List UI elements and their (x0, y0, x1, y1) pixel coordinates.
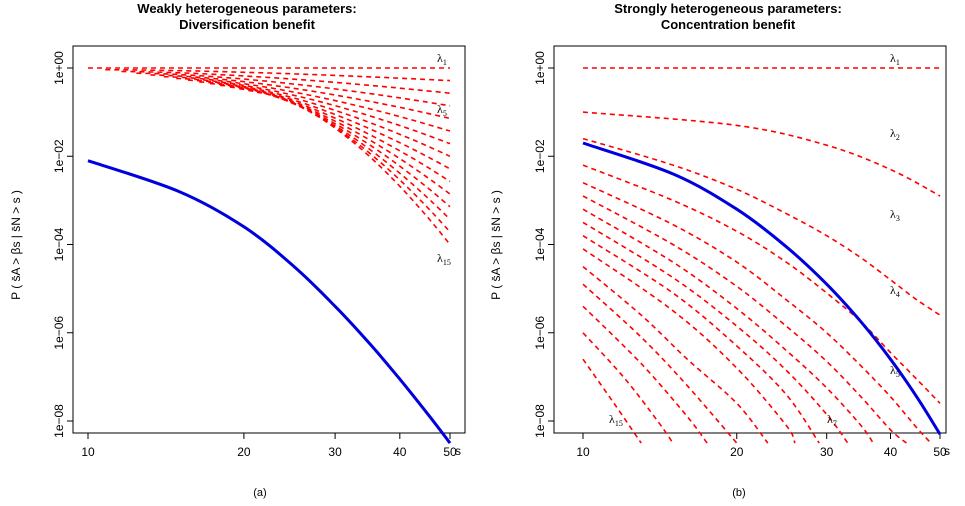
panel-b-x-axis-label: s (944, 444, 950, 458)
dashed-curve (176, 77, 451, 145)
curve-label: λ3 (890, 207, 900, 223)
x-tick-label: 10 (576, 445, 590, 459)
curve-label: λ2 (890, 126, 900, 142)
panel-b: Strongly heterogeneous parameters: Conce… (489, 1, 950, 499)
curve-label: λ5 (437, 102, 447, 118)
dashed-curve (582, 358, 642, 444)
panel-b-solid-series (582, 141, 942, 435)
solid-curve (582, 141, 942, 435)
panel-b-y-ticks: 1e+00 1e−02 1e−04 1e−06 1e−08 (533, 51, 555, 438)
panel-a-y-axis-label: P ( s̄A > βs | s̄N > s ) (9, 190, 23, 300)
x-tick-label: 50 (933, 445, 947, 459)
y-tick-label: 1e−06 (52, 316, 66, 350)
dashed-curve (582, 305, 708, 444)
dashed-curve (582, 195, 908, 444)
dashed-curve (187, 79, 451, 158)
y-tick-label: 1e+00 (52, 51, 66, 85)
dashed-curve (582, 283, 738, 444)
dashed-curve (105, 68, 451, 82)
curve-label: λ15 (609, 412, 623, 428)
x-tick-label: 30 (820, 445, 834, 459)
solid-curve (87, 159, 452, 445)
dashed-curve (582, 181, 932, 444)
x-tick-label: 10 (81, 445, 95, 459)
y-tick-label: 1e−08 (52, 404, 66, 438)
y-tick-label: 1e−04 (52, 227, 66, 261)
curve-label: λ15 (437, 251, 451, 267)
curve-label: λ4 (890, 283, 900, 299)
curve-label: λ1 (890, 51, 900, 67)
x-tick-label: 20 (237, 445, 251, 459)
panel-a-x-ticks: 10 20 30 40 50 (81, 432, 457, 459)
dashed-curve (248, 89, 451, 233)
x-tick-label: 30 (328, 445, 342, 459)
panel-a-plot-frame (72, 45, 466, 434)
curve-label: λ1 (437, 51, 447, 67)
dashed-curve (582, 208, 874, 444)
dashed-curve (163, 75, 451, 132)
panel-b-y-axis-label: P ( s̄A > βs | s̄N > s ) (489, 190, 503, 300)
dashed-curve (582, 221, 849, 444)
panel-a-title-line2: Diversification benefit (179, 17, 315, 32)
dashed-curve (199, 81, 451, 170)
curve-label: λ5 (890, 363, 900, 379)
panel-a-dashed-series (88, 67, 451, 246)
y-tick-label: 1e−04 (533, 227, 547, 261)
panel-b-title-line1: Strongly heterogeneous parameters: (614, 1, 842, 16)
dashed-curve (150, 74, 451, 120)
dashed-curve (209, 82, 451, 183)
dashed-curve (582, 235, 820, 444)
panel-a-x-axis-label: s (455, 444, 461, 458)
panel-a-y-ticks: 1e+00 1e−02 1e−04 1e−06 1e−08 (52, 51, 74, 438)
curve-label: λ7 (827, 412, 837, 428)
y-tick-label: 1e−06 (533, 316, 547, 350)
panel-a-title-line1: Weakly heterogeneous parameters: (137, 1, 356, 16)
x-tick-label: 50 (443, 445, 457, 459)
panel-a: Weakly heterogeneous parameters: Diversi… (9, 1, 466, 499)
x-tick-label: 20 (730, 445, 744, 459)
dashed-curve (582, 137, 941, 316)
panel-b-dashed-series (582, 67, 941, 444)
y-tick-label: 1e−08 (533, 404, 547, 438)
dashed-curve (582, 164, 941, 404)
panel-b-title-line2: Concentration benefit (661, 17, 796, 32)
panel-b-curve-labels: λ1 λ2 λ3 λ4 λ5 λ7 λ15 (609, 51, 900, 428)
x-tick-label: 40 (393, 445, 407, 459)
x-tick-label: 40 (884, 445, 898, 459)
y-tick-label: 1e−02 (533, 139, 547, 173)
dashed-curve (136, 72, 451, 107)
dashed-curve (256, 91, 451, 246)
dashed-curve (582, 332, 674, 444)
dashed-curve (121, 70, 451, 94)
dashed-curve (582, 265, 769, 444)
y-tick-label: 1e−02 (52, 139, 66, 173)
panel-a-curve-labels: λ1 λ5 λ15 (437, 51, 451, 267)
panel-b-caption: (b) (732, 487, 745, 499)
panel-a-caption: (a) (253, 487, 266, 499)
panel-a-solid-series (87, 159, 452, 445)
y-tick-label: 1e+00 (533, 51, 547, 85)
panel-b-x-ticks: 10 20 30 40 50 (576, 432, 947, 459)
